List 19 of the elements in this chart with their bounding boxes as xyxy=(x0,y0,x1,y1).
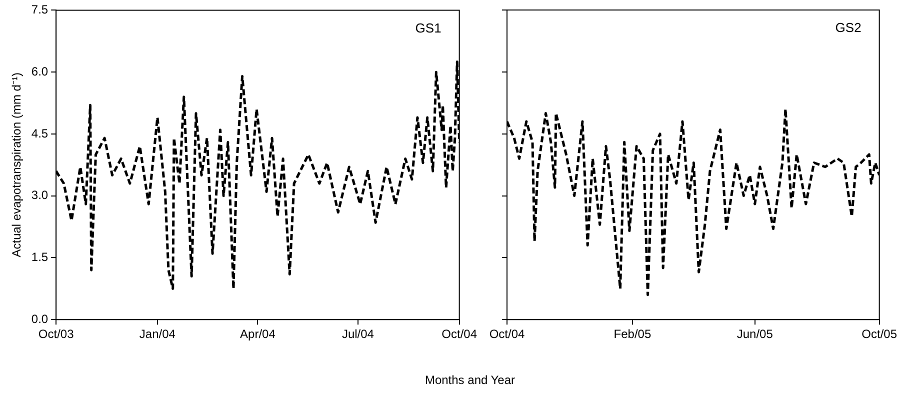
y-tick-label: 4.5 xyxy=(31,126,48,140)
x-tick-label: Oct/05 xyxy=(862,327,898,342)
x-axis-title: Months and Year xyxy=(424,373,516,387)
y-tick-label: 3.0 xyxy=(31,188,48,202)
y-tick-label: 1.5 xyxy=(31,250,48,264)
annotation: GS1 xyxy=(415,20,442,36)
y-tick-label: 7.5 xyxy=(31,2,48,17)
y-tick-label: 0.0 xyxy=(31,312,48,326)
x-tick-label: Feb/05 xyxy=(614,327,652,342)
y-axis-title: Actual evapotranspiration (mm d⁻¹) xyxy=(10,72,24,258)
y-tick-label: 6.0 xyxy=(31,64,48,78)
x-tick-label: Oct/04 xyxy=(442,327,478,342)
x-tick-label: Apr/04 xyxy=(240,327,276,342)
x-tick-label: Oct/04 xyxy=(489,327,525,342)
x-tick-label: Jan/04 xyxy=(139,327,176,342)
x-tick-label: Jul/04 xyxy=(342,327,374,342)
x-tick-label: Oct/03 xyxy=(38,327,74,342)
x-tick-label: Jun/05 xyxy=(736,327,774,342)
annotation: GS2 xyxy=(835,20,862,36)
